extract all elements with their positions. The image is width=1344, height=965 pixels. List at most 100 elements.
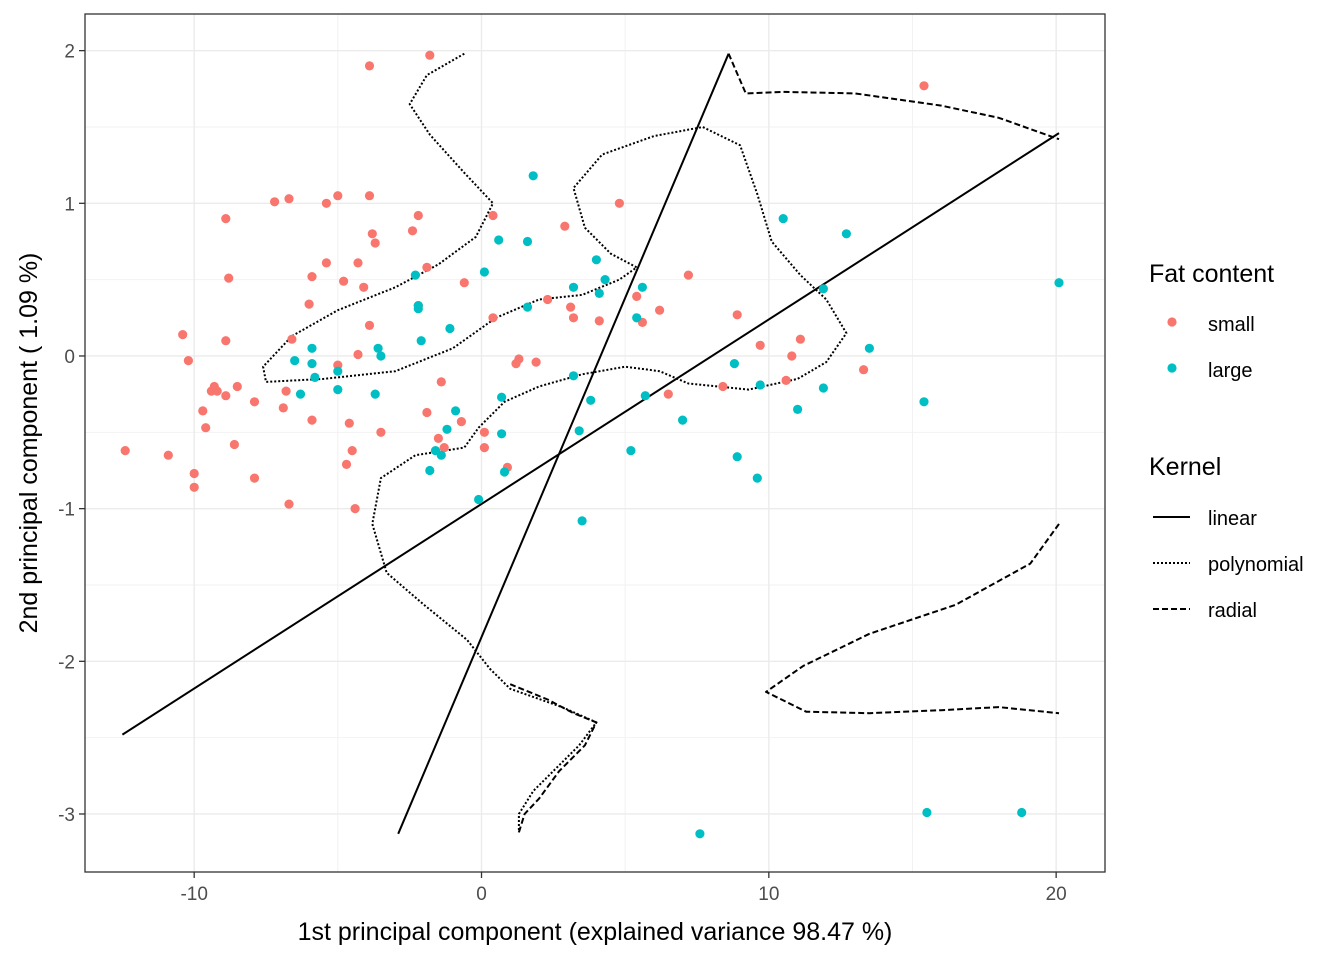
point-large (637, 282, 648, 292)
point-small (163, 450, 173, 460)
boundary-polynomial (262, 52, 848, 833)
x-tick-label: 10 (758, 884, 779, 905)
point-small (407, 226, 418, 236)
point-large (732, 452, 742, 462)
point-large (307, 343, 317, 353)
point-small (221, 336, 231, 346)
point-large (499, 467, 510, 477)
point-large (410, 270, 420, 280)
point-small (376, 427, 386, 437)
point-large (370, 389, 380, 399)
point-large (818, 284, 829, 294)
point-large (632, 313, 642, 323)
point-small (568, 313, 579, 323)
point-small (350, 504, 360, 514)
point-small (224, 273, 234, 283)
point-small (795, 334, 806, 344)
legend-kernel-title: Kernel (1149, 453, 1221, 481)
point-small (284, 499, 294, 509)
y-tick-label: -2 (58, 652, 75, 673)
legend-swatch-small (1167, 317, 1177, 327)
point-large (373, 343, 383, 353)
boundary-linear (397, 53, 730, 835)
point-large (568, 282, 579, 292)
point-large (818, 383, 829, 393)
point-large (413, 304, 423, 314)
point-small (189, 468, 199, 479)
point-small (594, 316, 604, 326)
legend-kernel-items: linear polynomial radial (1153, 508, 1304, 622)
point-small (566, 302, 576, 312)
y-tick-label: 1 (64, 194, 75, 215)
x-tick-label: -10 (180, 884, 207, 905)
point-large (528, 171, 538, 181)
data-points (120, 50, 1064, 839)
point-large (1017, 807, 1027, 818)
point-large (333, 385, 343, 395)
point-large (864, 343, 875, 353)
point-large (1054, 278, 1064, 288)
point-small (281, 386, 291, 396)
point-small (189, 482, 199, 492)
legend-label-large: large (1208, 360, 1252, 382)
point-small (347, 446, 357, 456)
point-small (655, 305, 665, 315)
point-large (594, 288, 604, 298)
boundary-radial (765, 523, 1060, 715)
point-small (683, 270, 694, 280)
y-tick-label: 2 (64, 42, 75, 63)
y-axis-title: 2nd principal component ( 1.09 %) (15, 253, 43, 634)
legend-color-title: Fat content (1149, 260, 1274, 288)
legend-color-items: small large (1167, 314, 1255, 382)
point-small (344, 418, 354, 428)
point-small (287, 334, 297, 344)
point-large (919, 397, 929, 407)
point-large (626, 446, 636, 456)
point-small (333, 191, 343, 201)
point-large (640, 391, 650, 401)
boundary-radial (727, 53, 1060, 141)
point-small (201, 423, 211, 433)
point-large (295, 389, 306, 399)
point-large (922, 807, 932, 818)
kernel-boundaries (121, 52, 1060, 835)
point-large (778, 214, 788, 224)
boundary-linear (121, 132, 1060, 736)
point-small (433, 433, 443, 443)
point-small (436, 377, 446, 387)
point-small (413, 210, 423, 221)
point-small (488, 210, 498, 221)
boundary-radial (509, 683, 598, 833)
point-small (284, 194, 294, 204)
x-tick-label: 20 (1046, 884, 1067, 905)
point-large (522, 236, 533, 247)
x-tick-label: 0 (476, 884, 487, 905)
point-small (339, 276, 349, 286)
point-small (859, 365, 869, 375)
point-small (304, 299, 314, 309)
point-large (591, 255, 602, 265)
point-small (359, 282, 369, 292)
point-small (459, 278, 469, 288)
point-small (198, 406, 208, 416)
point-small (531, 357, 541, 367)
point-small (488, 313, 498, 323)
point-small (514, 354, 524, 364)
point-small (307, 415, 317, 425)
point-large (600, 275, 610, 285)
point-small (321, 258, 331, 268)
point-small (120, 446, 130, 456)
point-large (678, 415, 688, 425)
point-small (364, 320, 375, 330)
point-small (364, 191, 375, 201)
point-small (321, 198, 331, 208)
point-large (695, 829, 705, 839)
point-large (333, 366, 343, 376)
legend-swatch-large (1167, 363, 1177, 373)
point-large (425, 465, 435, 476)
point-large (752, 473, 762, 483)
y-tick-label: -1 (58, 500, 75, 521)
